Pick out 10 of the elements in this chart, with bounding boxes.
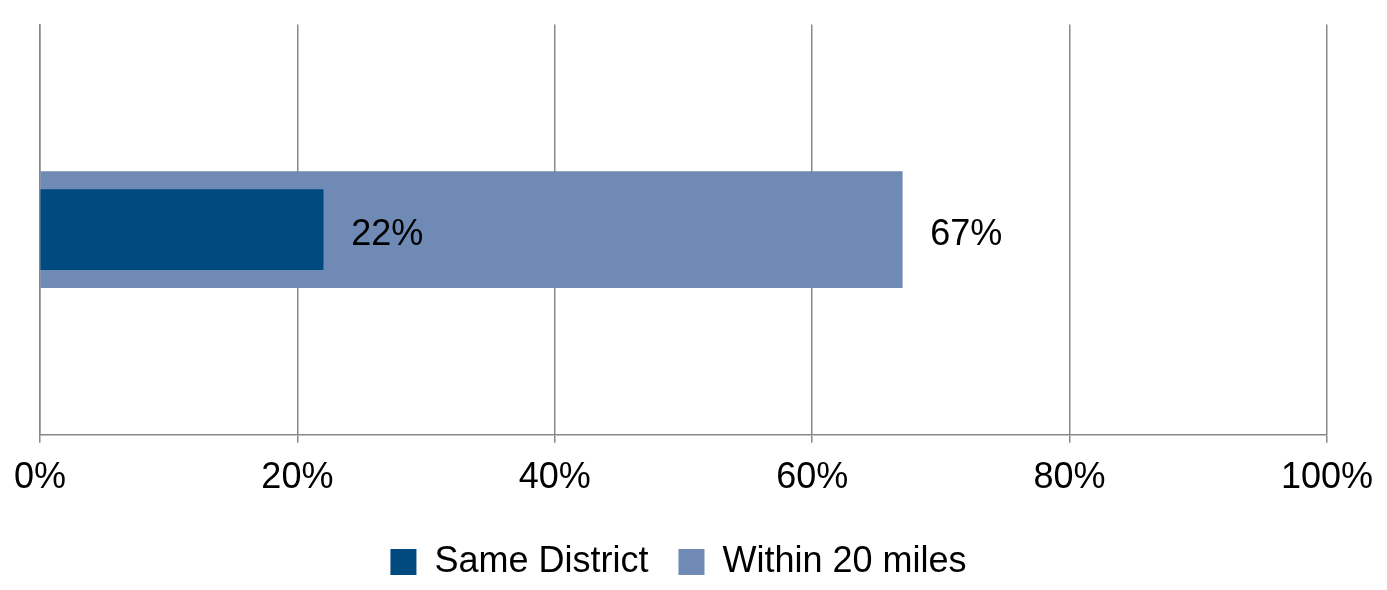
x-tick-label: 20% <box>261 455 334 497</box>
data-label: 22% <box>351 211 424 253</box>
x-tick-label: 100% <box>1280 455 1373 497</box>
x-tick-label: 40% <box>518 455 591 497</box>
legend-label: Same District <box>434 538 649 580</box>
data-label: 67% <box>930 211 1003 253</box>
legend-label: Within 20 miles <box>722 538 967 580</box>
x-tick-label: 80% <box>1033 455 1106 497</box>
x-tick-label: 60% <box>776 455 849 497</box>
x-tick-label: 0% <box>14 455 67 497</box>
